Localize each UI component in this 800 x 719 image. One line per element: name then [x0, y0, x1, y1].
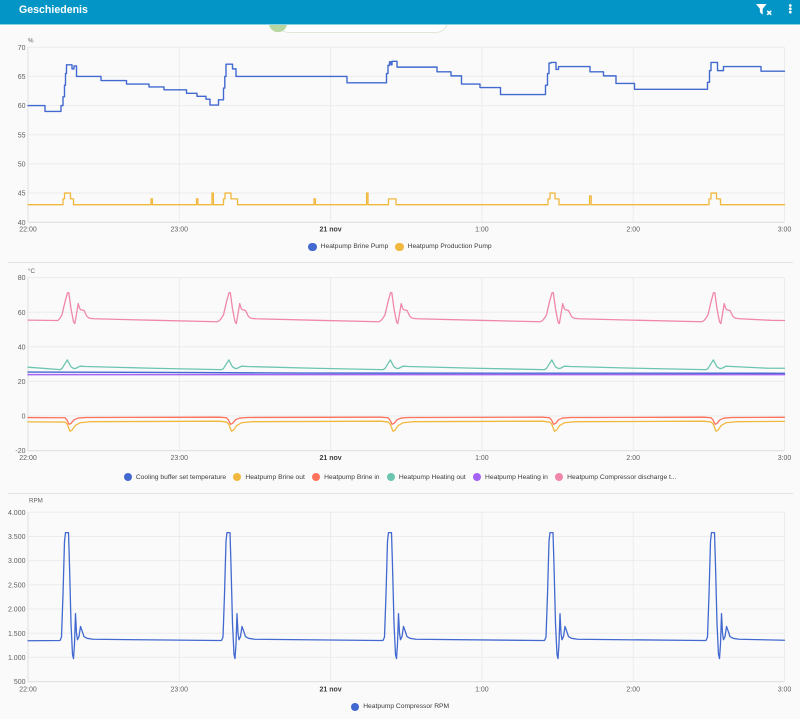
svg-text:1:00: 1:00 [475, 455, 489, 462]
svg-text:3.500: 3.500 [8, 534, 26, 541]
svg-text:2:00: 2:00 [626, 227, 640, 234]
svg-text:23:00: 23:00 [171, 227, 189, 234]
svg-text:%: % [28, 38, 34, 45]
svg-text:60: 60 [18, 103, 26, 110]
svg-text:3:00: 3:00 [778, 455, 792, 462]
svg-text:°C: °C [28, 268, 35, 275]
svg-text:2.500: 2.500 [8, 582, 26, 589]
svg-text:40: 40 [18, 344, 26, 351]
svg-text:21 nov: 21 nov [320, 227, 342, 234]
svg-text:80: 80 [18, 275, 26, 282]
svg-text:22:00: 22:00 [19, 455, 37, 462]
svg-text:40: 40 [18, 220, 26, 227]
svg-text:0: 0 [22, 414, 26, 421]
svg-text:1:00: 1:00 [475, 687, 489, 694]
svg-text:3:00: 3:00 [778, 687, 792, 694]
svg-text:22:00: 22:00 [19, 687, 37, 694]
svg-text:20: 20 [18, 379, 26, 386]
svg-text:55: 55 [18, 132, 26, 139]
svg-text:21 nov: 21 nov [320, 687, 342, 694]
svg-text:50: 50 [18, 162, 26, 169]
svg-text:500: 500 [14, 679, 26, 686]
svg-text:70: 70 [18, 45, 26, 52]
svg-text:3:00: 3:00 [778, 227, 792, 234]
svg-text:65: 65 [18, 74, 26, 81]
svg-text:1:00: 1:00 [475, 227, 489, 234]
svg-text:2:00: 2:00 [626, 687, 640, 694]
svg-text:-20: -20 [15, 448, 25, 455]
svg-text:23:00: 23:00 [171, 455, 189, 462]
svg-text:21 nov: 21 nov [320, 455, 342, 462]
svg-text:3.000: 3.000 [8, 558, 26, 565]
svg-text:60: 60 [18, 310, 26, 317]
svg-text:1.000: 1.000 [8, 655, 26, 662]
svg-text:1.500: 1.500 [8, 631, 26, 638]
svg-text:RPM: RPM [29, 498, 43, 505]
svg-text:4.000: 4.000 [8, 510, 26, 517]
svg-text:23:00: 23:00 [171, 687, 189, 694]
svg-text:2:00: 2:00 [626, 455, 640, 462]
svg-text:22:00: 22:00 [19, 227, 37, 234]
svg-text:2.000: 2.000 [8, 607, 26, 614]
svg-text:45: 45 [18, 191, 26, 198]
